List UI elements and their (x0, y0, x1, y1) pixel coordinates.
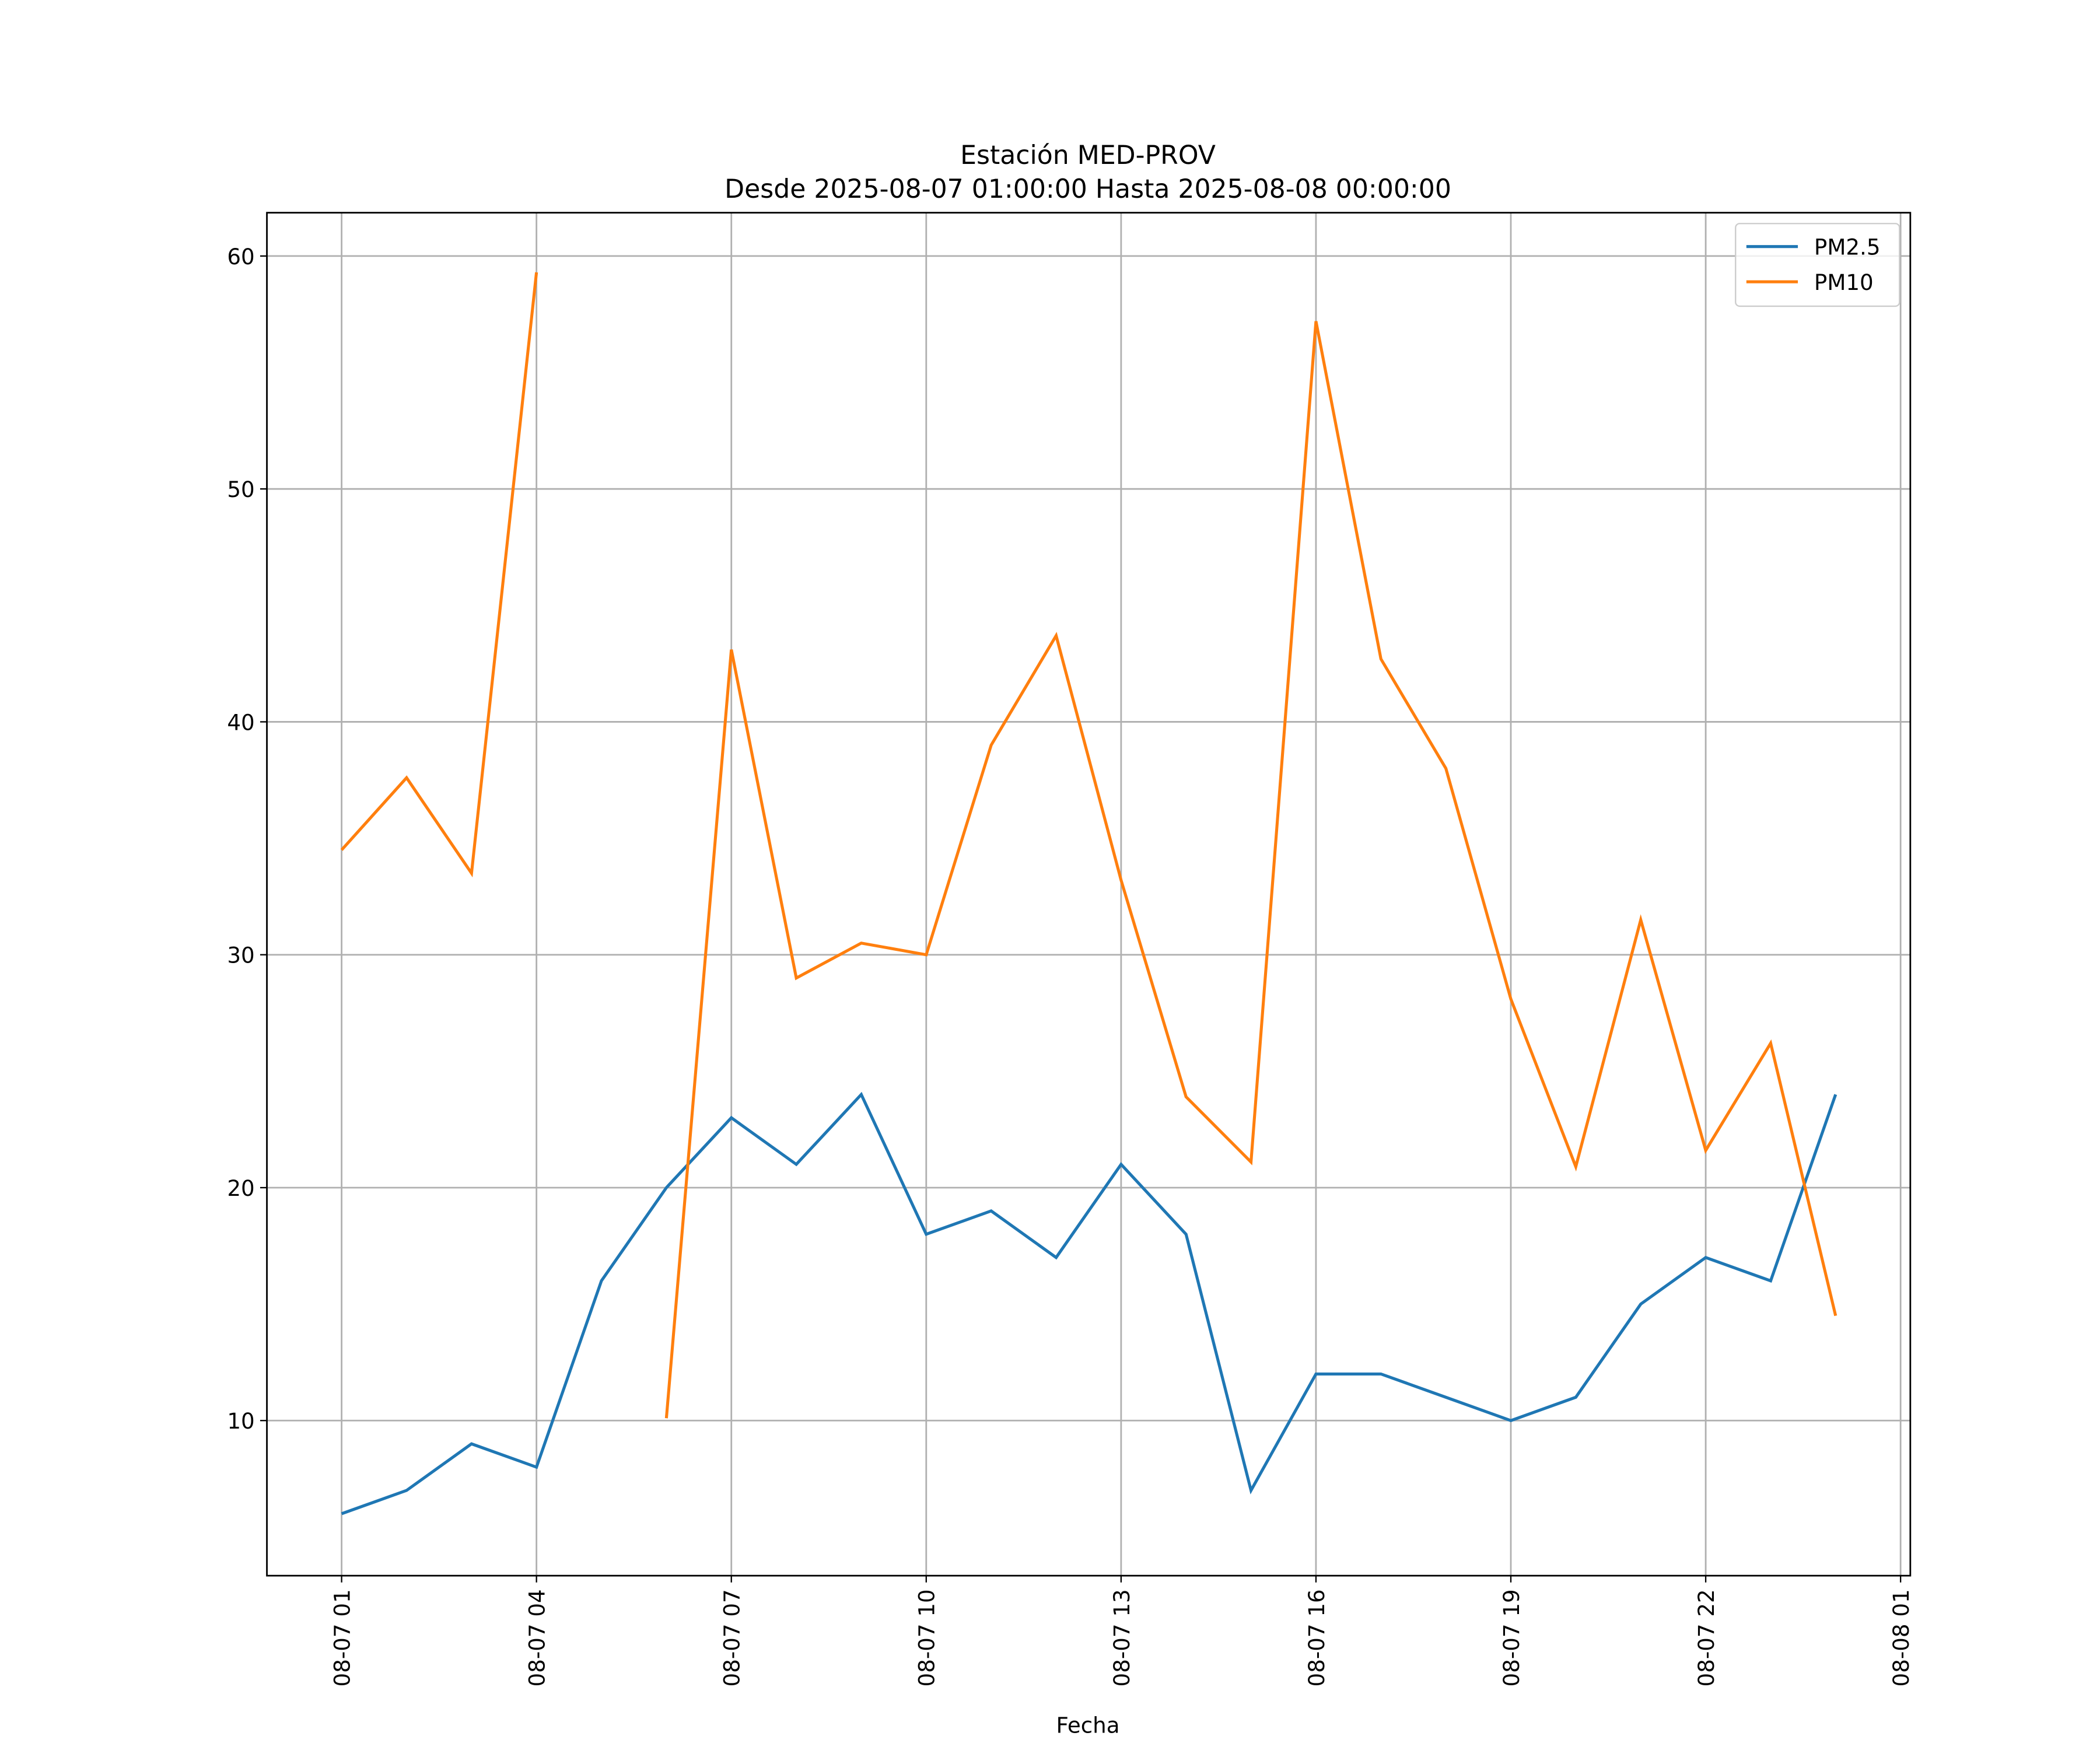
x-axis-label: Fecha (1056, 1713, 1120, 1738)
legend-label: PM10 (1814, 270, 1874, 295)
x-tick-label: 08-07 22 (1694, 1589, 1719, 1686)
chart-title: Estación MED-PROV (960, 141, 1216, 170)
plot-frame (266, 212, 1912, 1577)
y-tick-label: 30 (227, 943, 254, 968)
x-tick-label: 08-07 19 (1499, 1589, 1524, 1686)
y-tick-label: 40 (227, 710, 254, 735)
legend-box (1735, 223, 1901, 307)
x-tick-label: 08-07 10 (915, 1589, 940, 1686)
y-tick-label: 10 (227, 1409, 254, 1434)
legend-label: PM2.5 (1814, 235, 1881, 260)
series-line (340, 272, 1838, 1419)
y-tick-label: 50 (227, 477, 254, 502)
x-tick-label: 08-07 13 (1110, 1589, 1135, 1686)
x-tick-label: 08-07 04 (525, 1589, 550, 1686)
x-tick-label: 08-08 01 (1889, 1589, 1914, 1686)
x-tick-label: 08-07 07 (720, 1589, 745, 1686)
series-line (341, 1091, 1838, 1516)
chart-subtitle: Desde 2025-08-07 01:00:00 Hasta 2025-08-… (724, 174, 1451, 204)
y-tick-label: 20 (227, 1176, 254, 1201)
x-tick-label: 08-07 01 (330, 1589, 355, 1686)
x-tick-label: 08-07 16 (1304, 1589, 1329, 1686)
y-tick-label: 60 (227, 244, 254, 270)
